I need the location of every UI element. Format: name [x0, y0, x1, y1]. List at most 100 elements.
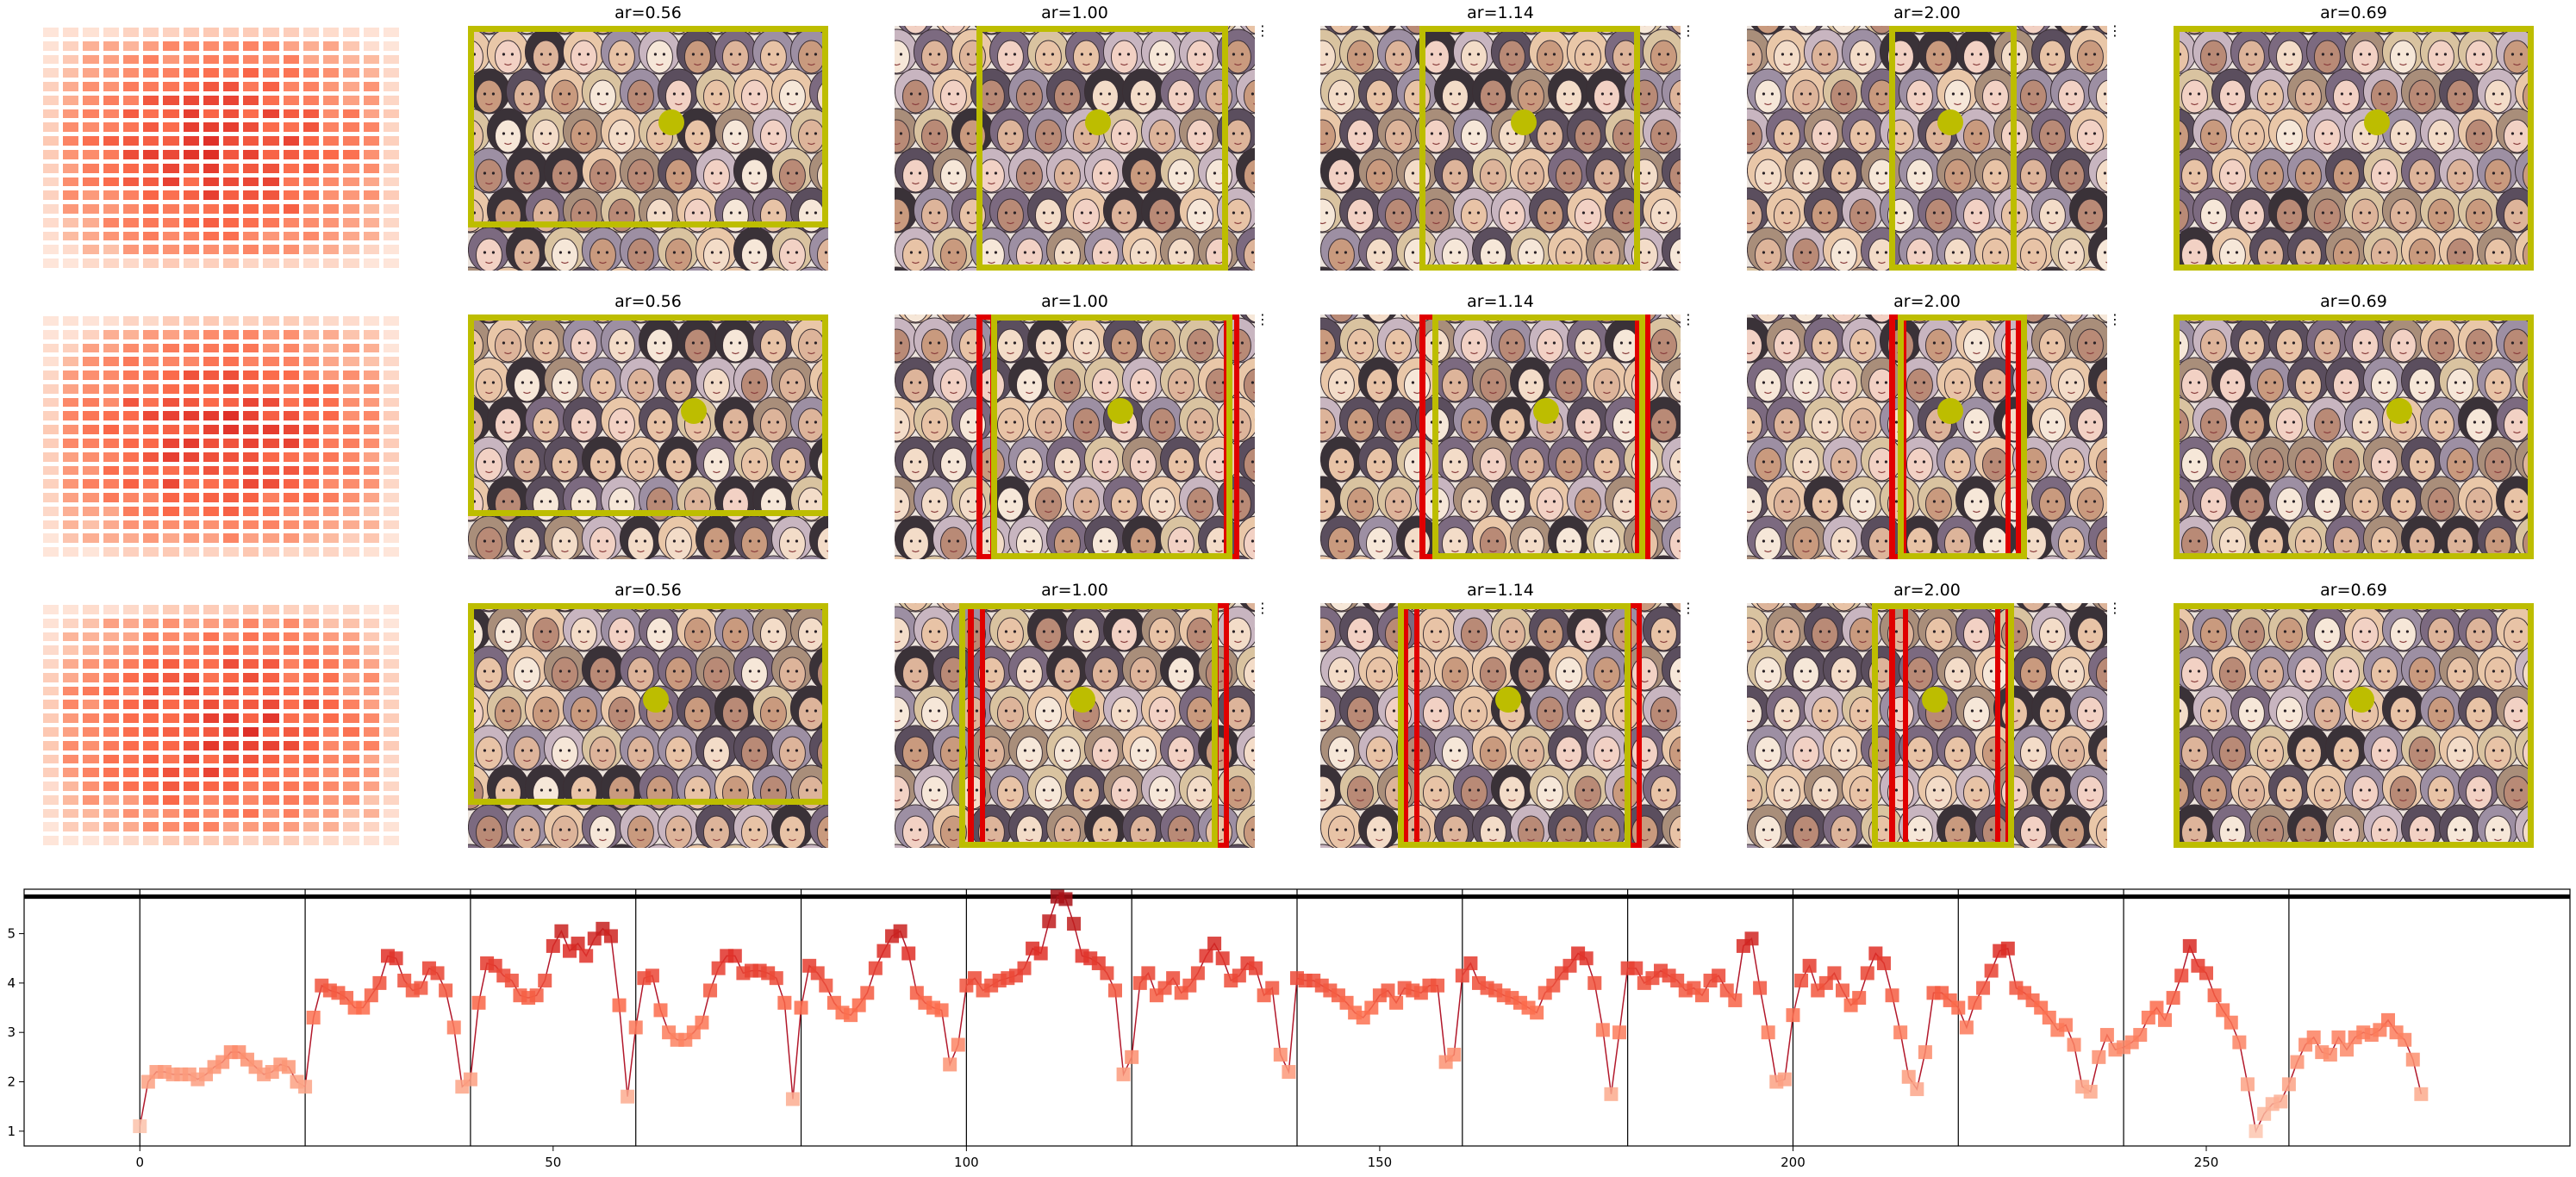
heatmap-cell — [323, 754, 340, 764]
heatmap-cell — [223, 533, 240, 544]
heatmap-cell — [343, 343, 359, 353]
heatmap-cell — [383, 231, 399, 241]
heatmap-cell — [263, 618, 279, 628]
heatmap-cell — [363, 82, 379, 91]
heatmap-cell — [243, 659, 259, 669]
heatmap-cell — [43, 672, 59, 682]
heatmap-cell — [383, 329, 399, 339]
heatmap-cell — [303, 371, 320, 380]
heatmap-cell — [323, 54, 340, 65]
heatmap-cell — [383, 605, 399, 614]
heatmap-cell — [122, 782, 140, 791]
heatmap-cell — [83, 645, 99, 656]
heatmap-cell — [63, 54, 79, 65]
heatmap-cell — [103, 40, 119, 51]
heatmap-cell — [63, 383, 79, 394]
heatmap-cell — [283, 672, 299, 682]
heatmap-cell — [103, 316, 119, 326]
heatmap-cell — [303, 645, 320, 656]
heatmap-cell — [63, 258, 79, 268]
heatmap-cell — [263, 713, 279, 723]
heatmap-cell — [363, 533, 379, 544]
data-point — [529, 988, 544, 1003]
heatmap-cell — [283, 245, 299, 255]
data-point — [2273, 1094, 2288, 1109]
heatmap-cell — [203, 439, 219, 448]
heatmap-cell — [203, 836, 219, 845]
heatmap-cell — [223, 177, 240, 187]
heatmap-cell — [303, 782, 320, 791]
heatmap-cell — [143, 659, 159, 669]
heatmap-cell — [223, 808, 240, 819]
heatmap-cell — [243, 836, 259, 845]
heatmap-cell — [203, 754, 219, 764]
heatmap-cell — [143, 425, 159, 434]
heatmap-cell — [263, 95, 279, 105]
heatmap-cell — [323, 82, 340, 91]
heatmap-cell — [343, 316, 359, 326]
data-point — [538, 974, 552, 988]
heatmap-cell — [263, 82, 279, 91]
heatmap-cell — [83, 740, 99, 750]
heatmap-cell — [203, 357, 219, 367]
heatmap-cell — [63, 794, 79, 805]
data-point — [2067, 1037, 2081, 1052]
data-point — [1463, 956, 1478, 970]
heatmap-cell — [103, 371, 119, 380]
heatmap-cell — [363, 397, 379, 408]
ellipsis-icon: ⋮ — [2108, 311, 2122, 327]
heatmap-cell — [363, 451, 379, 462]
heatmap-cell — [163, 316, 179, 326]
heatmap-cell — [343, 439, 359, 448]
heatmap-cell — [103, 479, 119, 489]
data-point — [1273, 1047, 1288, 1062]
heatmap-cell — [383, 632, 399, 642]
heatmap-cell — [143, 411, 159, 421]
heatmap-cell — [83, 506, 99, 516]
heatmap-cell — [343, 425, 359, 434]
crop-panel: ar=2.00 ⋮ — [1747, 292, 2122, 559]
heatmap-cell — [223, 231, 240, 241]
heatmap-cell — [143, 727, 159, 737]
heatmap-cell — [383, 686, 399, 696]
heatmap-cell — [303, 727, 320, 737]
heatmap-cell — [103, 150, 119, 159]
data-point — [2199, 966, 2213, 981]
heatmap-cell — [283, 632, 299, 642]
heatmap-cell — [343, 822, 359, 832]
heatmap-cell — [323, 700, 340, 710]
heatmap-cell — [383, 451, 399, 462]
data-point — [2207, 988, 2222, 1003]
heatmap-cell — [343, 411, 359, 421]
heatmap-cell — [363, 245, 379, 255]
heatmap-cell — [143, 686, 159, 696]
heatmap-cell — [223, 136, 240, 146]
heatmap-cell — [283, 822, 299, 832]
data-point — [2083, 1084, 2098, 1099]
heatmap-cell — [283, 645, 299, 656]
heatmap-cell — [163, 411, 179, 421]
heatmap-cell — [243, 136, 259, 146]
focus-point-marker — [1085, 109, 1111, 135]
heatmap-cell — [163, 754, 179, 764]
heatmap-cell — [303, 258, 320, 268]
heatmap-cell — [103, 659, 119, 669]
heatmap-cell — [83, 425, 99, 434]
heatmap-cell — [122, 836, 140, 845]
heatmap-cell — [122, 136, 140, 146]
data-point — [1959, 1020, 1974, 1035]
heatmap-cell — [363, 659, 379, 669]
heatmap-cell — [223, 258, 240, 268]
heatmap-cell — [363, 371, 379, 380]
heatmap-cell — [263, 533, 279, 544]
panel-title: ar=1.14 — [1467, 3, 1534, 22]
heatmap-cell — [343, 82, 359, 91]
focus-point-marker — [1070, 687, 1095, 713]
heatmap-cell — [303, 231, 320, 241]
heatmap-cell — [163, 768, 179, 778]
heatmap-cell — [323, 439, 340, 448]
data-point — [2224, 1015, 2238, 1030]
heatmap-cell — [343, 794, 359, 805]
heatmap-cell — [203, 245, 219, 255]
heatmap-cell — [63, 659, 79, 669]
